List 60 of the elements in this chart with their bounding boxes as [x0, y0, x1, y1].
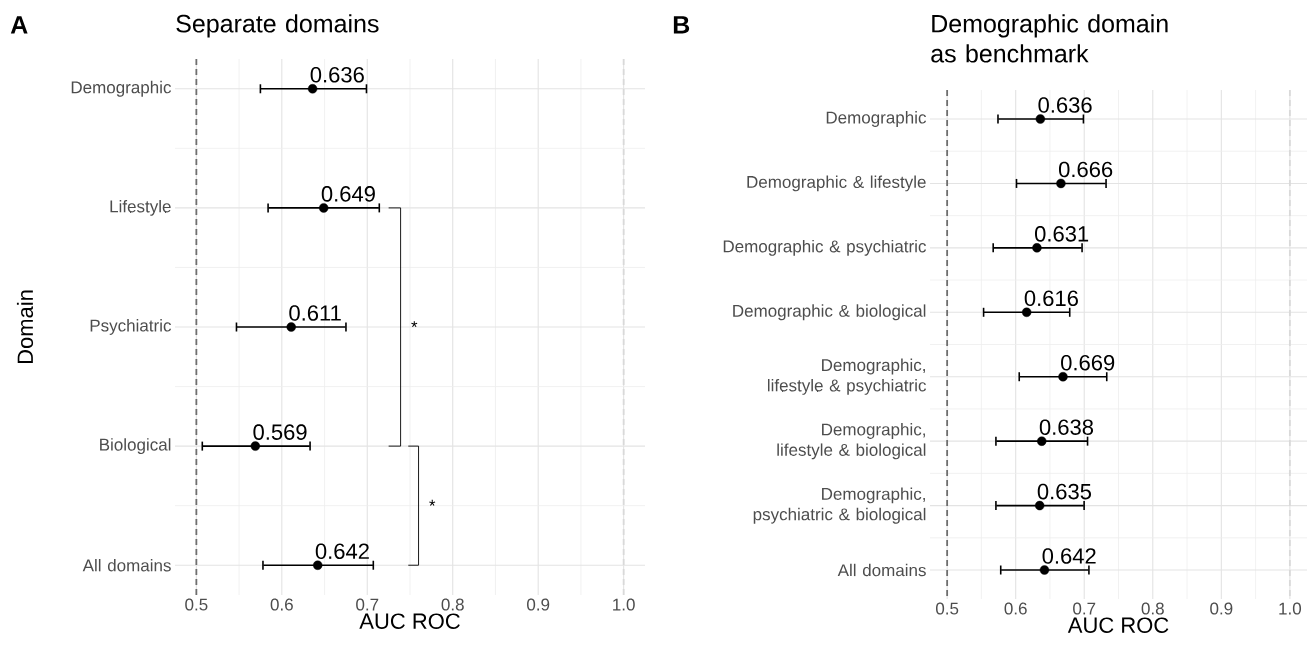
- data-label: 0.631: [1035, 226, 1089, 242]
- text: A: [10, 16, 28, 34]
- y-tick-label: Demographic & lifestyle: [747, 175, 926, 192]
- data-label: 0.669: [1061, 354, 1115, 371]
- point: [1034, 500, 1045, 511]
- annotation: *: [411, 321, 418, 328]
- data-label: 0.611: [289, 305, 341, 321]
- data-label: 0.666: [1058, 161, 1113, 178]
- y-tick-label: Demographic & biological: [733, 304, 926, 321]
- x-tick-label: 0.5: [185, 598, 208, 611]
- y-tick-label: Demographic & psychiatric: [723, 239, 926, 256]
- chart-title: Separate domains: [176, 14, 379, 38]
- y-tick-label: All domains: [837, 563, 926, 577]
- data-label: 0.642: [1042, 548, 1096, 564]
- data-label: 0.642: [315, 543, 369, 560]
- point: [1037, 436, 1047, 446]
- x-tick-label: 0.6: [270, 598, 293, 611]
- y-axis-title: Domain: [16, 290, 34, 364]
- annotation: *: [429, 499, 436, 506]
- point: [1035, 114, 1046, 124]
- x-tick-label: 0.9: [1210, 602, 1233, 615]
- data-label: 0.636: [1038, 97, 1092, 113]
- data-label: 0.636: [310, 67, 364, 83]
- data-label: 0.638: [1039, 419, 1094, 435]
- x-tick-label: 0.7: [1073, 602, 1096, 615]
- point: [1032, 243, 1042, 253]
- y-tick-label: Demographic, lifestyle & psychiatric: [767, 358, 926, 395]
- point: [1021, 307, 1032, 317]
- point: [1058, 372, 1068, 382]
- x-tick-label: 0.8: [1141, 602, 1164, 615]
- y-tick-label: Demographic: [71, 80, 171, 97]
- data-label: 0.649: [321, 186, 375, 202]
- point: [307, 84, 318, 94]
- point: [286, 322, 296, 332]
- x-tick-label: 1.0: [613, 598, 635, 611]
- x-axis-title: AUC ROC: [1067, 617, 1169, 633]
- point: [318, 203, 329, 213]
- point: [1056, 178, 1066, 189]
- y-tick-label: Lifestyle: [110, 199, 171, 216]
- x-tick-label: 0.6: [1004, 602, 1027, 615]
- x-tick-label: 0.9: [527, 598, 550, 611]
- y-tick-label: Biological: [100, 438, 171, 455]
- y-tick-label: Demographic, lifestyle & biological: [777, 423, 926, 460]
- point: [250, 441, 261, 451]
- text: B: [673, 16, 690, 34]
- point: [313, 560, 323, 570]
- data-label: 0.616: [1024, 290, 1078, 307]
- data-label: 0.569: [253, 424, 307, 440]
- y-tick-label: All domains: [82, 558, 171, 572]
- data-label: 0.635: [1037, 483, 1092, 500]
- y-tick-label: Demographic, psychiatric & biological: [753, 487, 926, 524]
- x-axis-title: AUC ROC: [359, 613, 460, 629]
- x-tick-label: 0.8: [441, 598, 464, 611]
- chart-title: Demographic domain as benchmark: [931, 14, 1168, 63]
- y-tick-label: Psychiatric: [90, 319, 172, 335]
- x-tick-label: 0.7: [356, 598, 379, 611]
- x-tick-label: 0.5: [936, 602, 959, 615]
- x-tick-label: 1.0: [1279, 602, 1302, 615]
- point: [1039, 565, 1050, 575]
- y-tick-label: Demographic: [826, 111, 927, 127]
